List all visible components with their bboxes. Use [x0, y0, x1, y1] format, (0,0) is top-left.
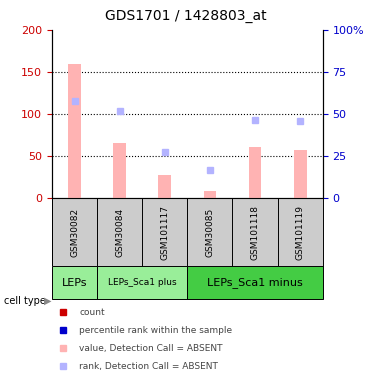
Bar — [97, 267, 187, 299]
Text: percentile rank within the sample: percentile rank within the sample — [79, 326, 232, 335]
Text: GSM101119: GSM101119 — [296, 204, 305, 260]
Bar — [113, 143, 126, 198]
Bar — [204, 191, 216, 198]
Bar — [158, 175, 171, 198]
Text: LEPs_Sca1 plus: LEPs_Sca1 plus — [108, 279, 177, 288]
Text: count: count — [79, 308, 105, 317]
Bar — [249, 147, 262, 198]
Text: GSM101118: GSM101118 — [250, 204, 260, 260]
Text: value, Detection Call = ABSENT: value, Detection Call = ABSENT — [79, 344, 223, 353]
Text: GDS1701 / 1428803_at: GDS1701 / 1428803_at — [105, 9, 266, 23]
Text: ▶: ▶ — [44, 296, 51, 306]
Text: LEPs_Sca1 minus: LEPs_Sca1 minus — [207, 278, 303, 288]
Text: LEPs: LEPs — [62, 278, 87, 288]
Text: GSM101117: GSM101117 — [160, 204, 169, 260]
Text: GSM30084: GSM30084 — [115, 207, 124, 256]
Bar — [294, 150, 306, 198]
Text: cell type: cell type — [4, 296, 46, 306]
Text: rank, Detection Call = ABSENT: rank, Detection Call = ABSENT — [79, 362, 218, 371]
Text: GSM30082: GSM30082 — [70, 207, 79, 256]
Bar — [68, 63, 81, 198]
Text: GSM30085: GSM30085 — [206, 207, 214, 256]
Bar — [187, 267, 323, 299]
Bar — [52, 267, 97, 299]
